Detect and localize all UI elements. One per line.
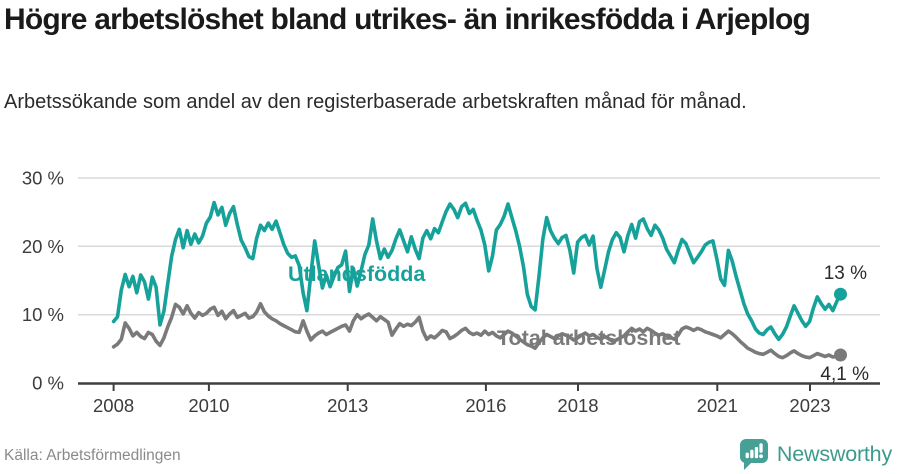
newsworthy-logo[interactable]: Newsworthy — [739, 439, 892, 470]
series-end-dot-0 — [834, 287, 847, 301]
end-value-total: 4,1 % — [820, 364, 869, 385]
x-axis-label-2023: 2023 — [789, 395, 830, 416]
y-axis-label-30: 30 % — [22, 168, 64, 189]
series-line-0 — [111, 200, 843, 342]
newsworthy-icon — [739, 439, 768, 470]
series-label-total: Total arbetslöshet — [497, 326, 681, 350]
y-axis-label-20: 20 % — [22, 236, 64, 257]
x-axis-label-2013: 2013 — [327, 395, 368, 416]
source-note: Källa: Arbetsförmedlingen — [4, 447, 181, 464]
x-axis-label-2021: 2021 — [697, 395, 738, 416]
page-subtitle: Arbetssökande som andel av den registerb… — [4, 91, 747, 113]
newsworthy-wordmark: Newsworthy — [776, 442, 892, 466]
x-axis-label-2008: 2008 — [93, 395, 134, 416]
end-value-utlandsfodda: 13 % — [824, 263, 867, 284]
page-title: Högre arbetslöshet bland utrikes- än inr… — [4, 3, 811, 36]
series-line-1 — [111, 301, 843, 360]
x-axis-label-2010: 2010 — [188, 395, 229, 416]
x-axis-label-2016: 2016 — [465, 395, 506, 416]
series-end-dot-1 — [834, 348, 847, 362]
y-axis-label-10: 10 % — [22, 304, 64, 325]
series-label-utlandsfodda: Utlandsfödda — [288, 262, 426, 286]
y-axis-label-0: 0 % — [32, 373, 64, 394]
x-axis-label-2018: 2018 — [557, 395, 598, 416]
